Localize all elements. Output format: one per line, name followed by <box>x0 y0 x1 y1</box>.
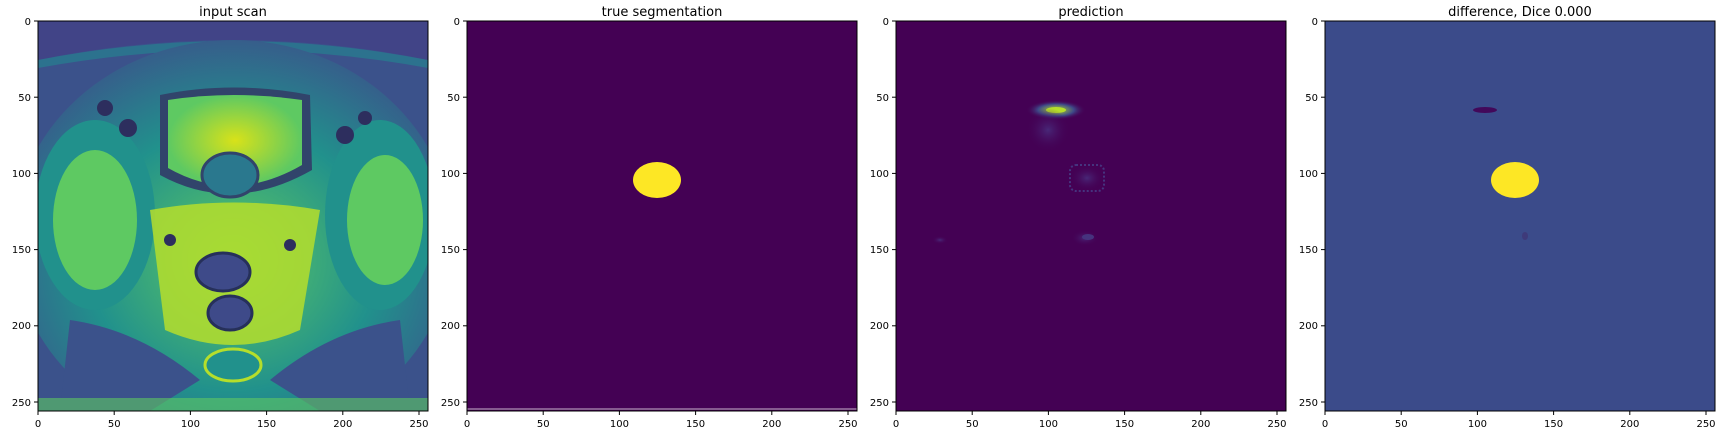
x-tick-label: 0 <box>893 419 899 430</box>
x-axis: 0 50 100 150 200 250 <box>464 411 858 430</box>
panel-title: true segmentation <box>602 5 723 20</box>
panel-difference: difference, Dice 0.000 0 50 100 150 200 … <box>1299 5 1716 430</box>
x-axis: 0 50 100 150 200 250 <box>35 411 429 430</box>
x-tick-label: 150 <box>686 419 705 430</box>
x-tick-label: 200 <box>1620 419 1639 430</box>
x-axis: 0 50 100 150 200 250 <box>893 411 1287 430</box>
y-tick-label: 150 <box>12 245 31 256</box>
y-tick-label: 250 <box>12 398 31 409</box>
y-axis: 0 50 100 150 200 250 <box>1299 17 1325 409</box>
difference-image <box>1325 21 1715 411</box>
x-tick-label: 200 <box>1191 419 1210 430</box>
y-tick-label: 0 <box>25 17 31 28</box>
y-tick-label: 250 <box>441 398 460 409</box>
x-tick-label: 100 <box>1468 419 1487 430</box>
panel-title: input scan <box>199 5 267 20</box>
axes-frame <box>466 20 858 412</box>
x-tick-label: 50 <box>108 419 121 430</box>
y-tick-label: 0 <box>454 17 460 28</box>
y-tick-label: 150 <box>1299 245 1318 256</box>
x-tick-label: 0 <box>464 419 470 430</box>
y-tick-label: 150 <box>441 245 460 256</box>
y-axis: 0 50 100 150 200 250 <box>12 17 38 409</box>
y-axis: 0 50 100 150 200 250 <box>870 17 896 409</box>
axes-frame <box>895 20 1287 412</box>
panel-true-segmentation: true segmentation 0 50 100 150 200 250 <box>441 5 858 430</box>
panel-title: prediction <box>1058 5 1123 20</box>
y-tick-label: 250 <box>1299 398 1318 409</box>
y-tick-label: 200 <box>12 321 31 332</box>
y-tick-label: 100 <box>1299 169 1318 180</box>
x-tick-label: 200 <box>762 419 781 430</box>
x-tick-label: 150 <box>1115 419 1134 430</box>
x-tick-label: 250 <box>1267 419 1286 430</box>
x-tick-label: 100 <box>610 419 629 430</box>
y-tick-label: 200 <box>1299 321 1318 332</box>
y-tick-label: 100 <box>870 169 889 180</box>
y-axis: 0 50 100 150 200 250 <box>441 17 467 409</box>
y-tick-label: 0 <box>1312 17 1318 28</box>
axes-frame <box>1324 20 1716 412</box>
x-axis: 0 50 100 150 200 250 <box>1322 411 1716 430</box>
x-tick-label: 100 <box>1039 419 1058 430</box>
x-tick-label: 250 <box>1696 419 1715 430</box>
y-tick-label: 100 <box>12 169 31 180</box>
axes-frame <box>37 20 429 412</box>
x-tick-label: 150 <box>1544 419 1563 430</box>
y-tick-label: 50 <box>876 93 889 104</box>
y-tick-label: 50 <box>447 93 460 104</box>
x-tick-label: 50 <box>537 419 550 430</box>
x-tick-label: 250 <box>409 419 428 430</box>
x-tick-label: 250 <box>838 419 857 430</box>
prediction-image <box>896 21 1286 411</box>
y-tick-label: 150 <box>870 245 889 256</box>
y-tick-label: 0 <box>883 17 889 28</box>
panel-title: difference, Dice 0.000 <box>1448 5 1592 20</box>
mask-image <box>467 21 857 411</box>
x-tick-label: 200 <box>333 419 352 430</box>
y-tick-label: 200 <box>441 321 460 332</box>
x-tick-label: 50 <box>966 419 979 430</box>
x-tick-label: 0 <box>1322 419 1328 430</box>
y-tick-label: 100 <box>441 169 460 180</box>
x-tick-label: 150 <box>257 419 276 430</box>
panel-prediction: prediction 0 50 100 150 200 250 <box>870 5 1287 430</box>
panel-input-scan: input scan <box>12 5 429 430</box>
scan-image <box>38 21 428 411</box>
y-tick-label: 50 <box>1305 93 1318 104</box>
x-tick-label: 0 <box>35 419 41 430</box>
y-tick-label: 250 <box>870 398 889 409</box>
x-tick-label: 50 <box>1395 419 1408 430</box>
y-tick-label: 200 <box>870 321 889 332</box>
y-tick-label: 50 <box>18 93 31 104</box>
x-tick-label: 100 <box>181 419 200 430</box>
